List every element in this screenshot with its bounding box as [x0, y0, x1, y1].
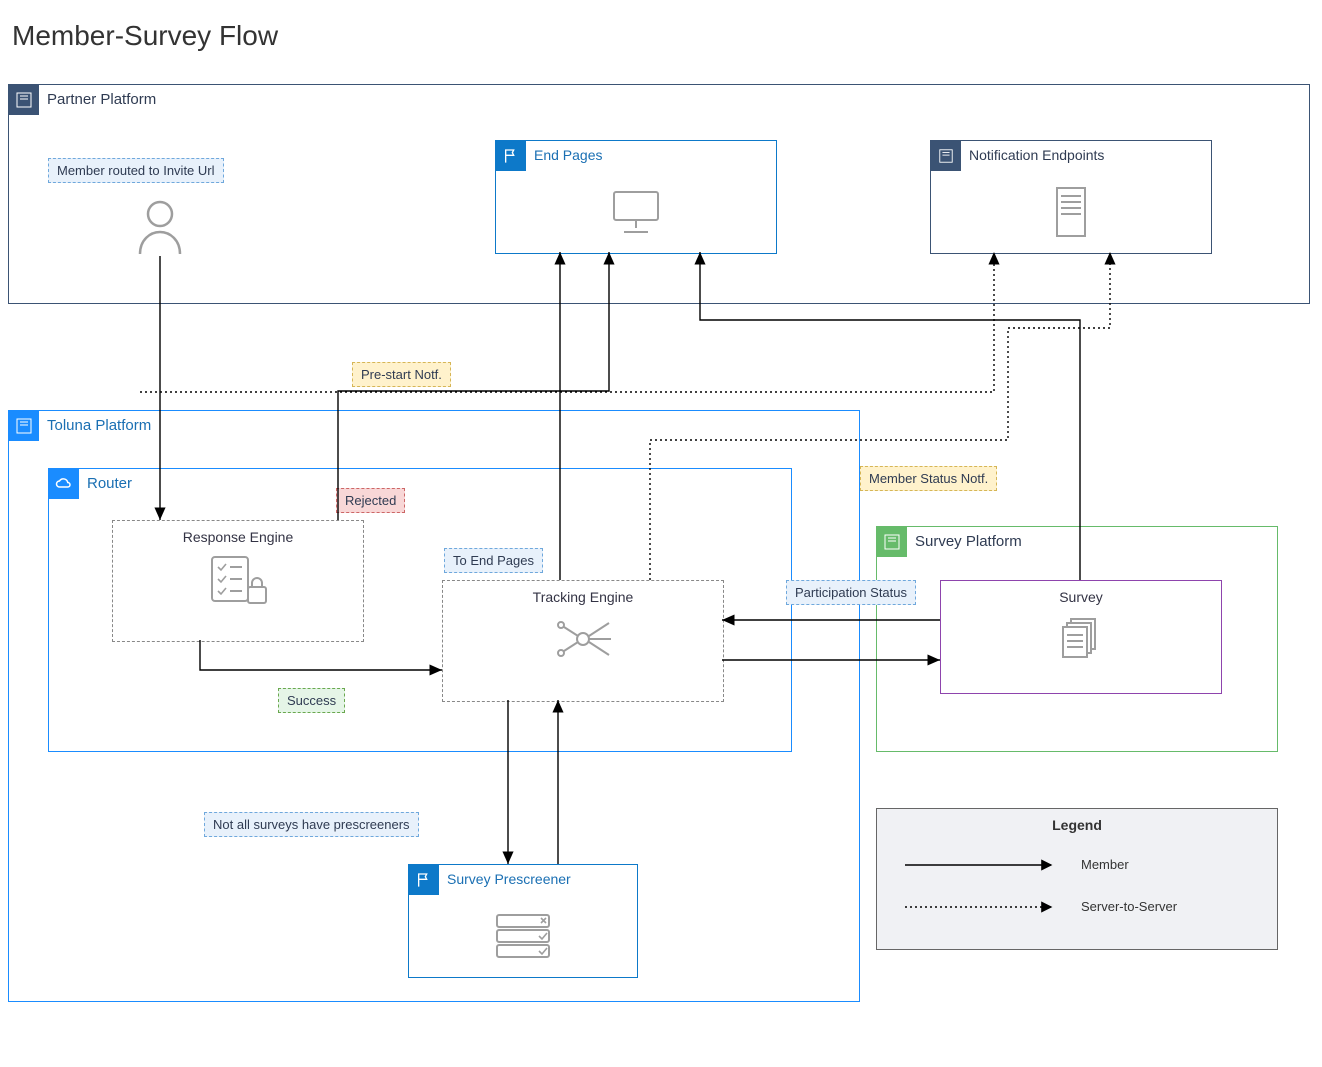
legend-row-s2s: Server-to-Server: [901, 899, 1251, 914]
node-end-pages: End Pages: [495, 140, 777, 254]
flag-icon: [496, 141, 526, 171]
tag-rejected: Rejected: [336, 488, 405, 513]
legend-title: Legend: [877, 809, 1277, 833]
node-survey: Survey: [940, 580, 1222, 694]
legend-label: Member: [1081, 857, 1129, 872]
legend-label: Server-to-Server: [1081, 899, 1177, 914]
node-survey-prescreener: Survey Prescreener: [408, 864, 638, 978]
diagram-stage: Member-Survey Flow Partner Platform Tolu…: [0, 0, 1322, 1067]
group-label: Survey Platform: [915, 533, 1022, 550]
user-icon: [130, 196, 190, 261]
route-icon: [443, 615, 723, 663]
node-label: Survey: [941, 581, 1221, 605]
server-icon: [9, 85, 39, 115]
server-icon: [877, 527, 907, 557]
node-label: Notification Endpoints: [969, 147, 1104, 163]
server-rack-icon: [931, 171, 1211, 253]
checklist-icon: [409, 895, 637, 977]
group-label: Router: [87, 475, 132, 492]
server-icon: [931, 141, 961, 171]
tag-prestart: Pre-start Notf.: [352, 362, 451, 387]
checklist-lock-icon: [113, 553, 363, 609]
monitor-icon: [496, 171, 776, 253]
group-label: Partner Platform: [47, 91, 156, 108]
node-label: Response Engine: [113, 521, 363, 545]
tag-member-status: Member Status Notf.: [860, 466, 997, 491]
documents-icon: [941, 613, 1221, 661]
tag-not-all: Not all surveys have prescreeners: [204, 812, 419, 837]
node-response-engine: Response Engine: [112, 520, 364, 642]
flag-icon: [409, 865, 439, 895]
node-tracking-engine: Tracking Engine: [442, 580, 724, 702]
tag-invite: Member routed to Invite Url: [48, 158, 224, 183]
tag-success: Success: [278, 688, 345, 713]
legend-row-member: Member: [901, 857, 1251, 872]
node-label: End Pages: [534, 147, 603, 163]
tag-participation-status: Participation Status: [786, 580, 916, 605]
node-notification-endpoints: Notification Endpoints: [930, 140, 1212, 254]
node-label: Survey Prescreener: [447, 871, 571, 887]
cloud-icon: [49, 469, 79, 499]
legend: Legend Member Server-to-Server: [876, 808, 1278, 950]
tag-to-end: To End Pages: [444, 548, 543, 573]
page-title: Member-Survey Flow: [12, 20, 278, 52]
server-icon: [9, 411, 39, 441]
node-label: Tracking Engine: [443, 581, 723, 605]
group-label: Toluna Platform: [47, 417, 151, 434]
